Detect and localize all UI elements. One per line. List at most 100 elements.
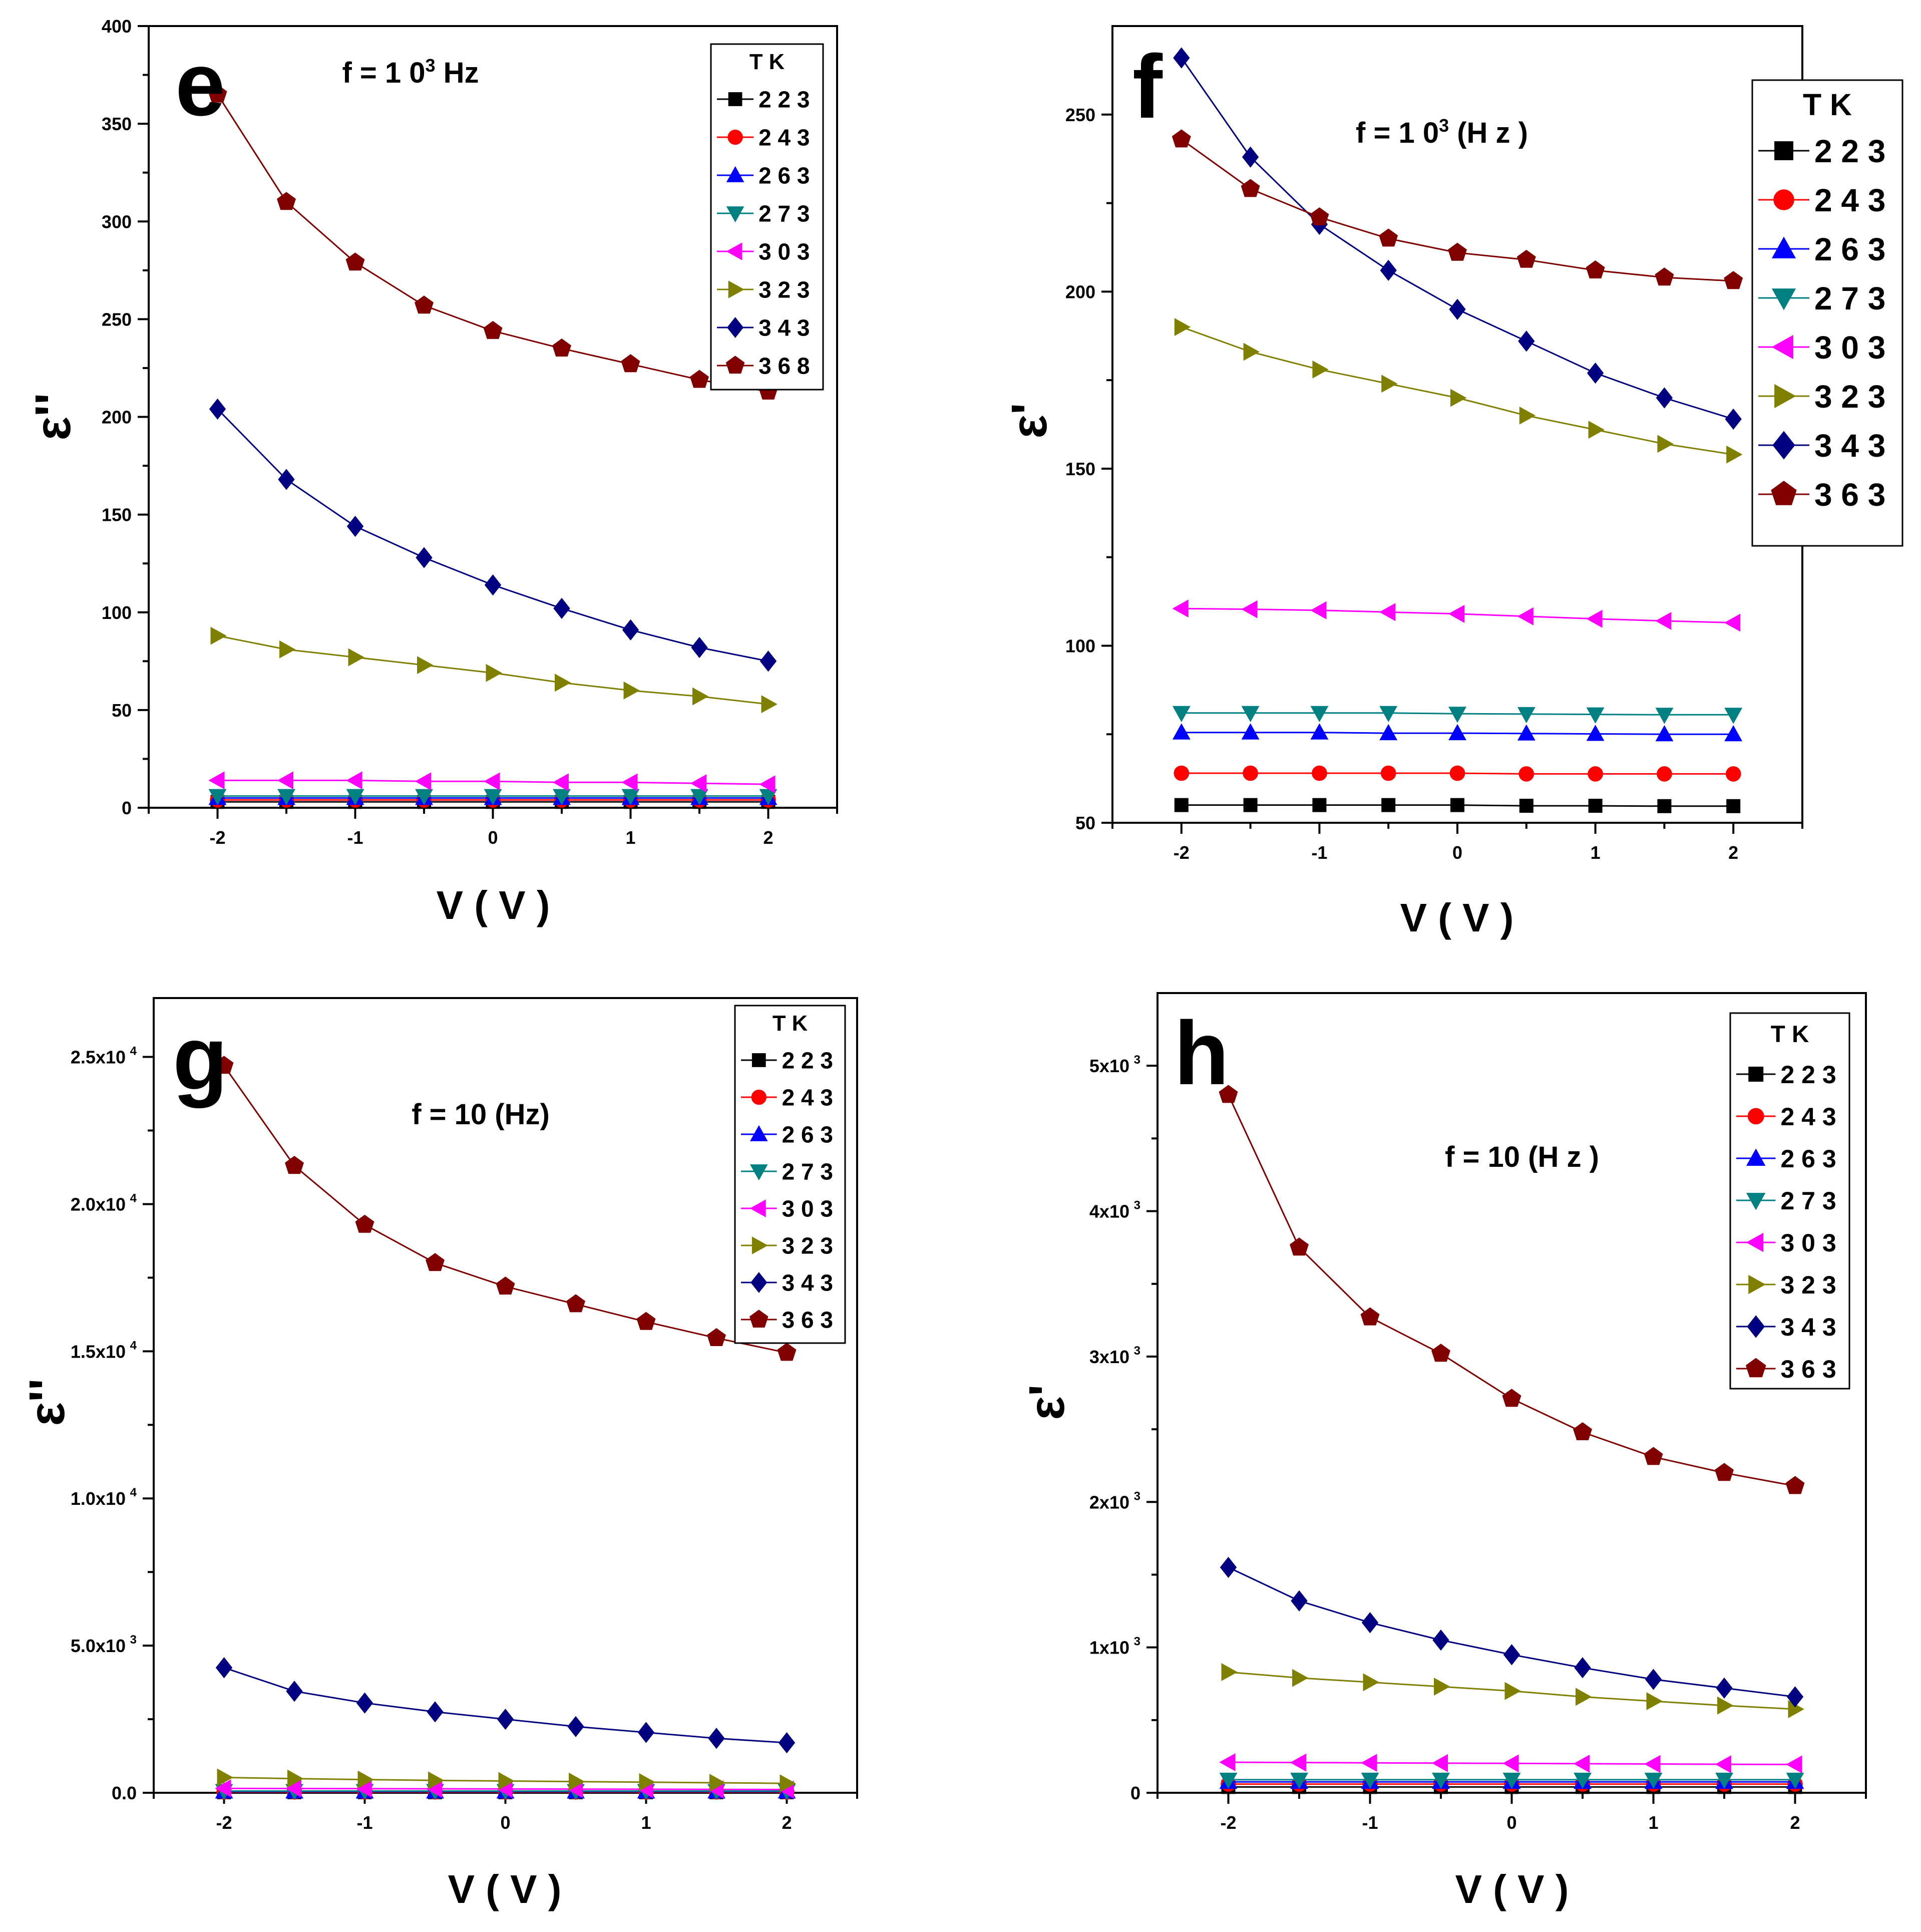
data-point	[1519, 406, 1536, 425]
x-tick-label: -2	[1220, 1812, 1236, 1833]
data-point	[1243, 765, 1258, 781]
data-point	[1312, 765, 1327, 781]
legend-title: T K	[1803, 88, 1852, 122]
data-point	[277, 771, 293, 790]
data-point	[415, 789, 434, 805]
legend-marker	[1771, 335, 1793, 360]
series-263	[1172, 723, 1743, 742]
data-point	[1586, 707, 1605, 724]
data-point	[1655, 612, 1672, 630]
data-point	[416, 547, 433, 568]
data-point	[1519, 799, 1533, 813]
x-tick-label: 2	[763, 827, 773, 848]
legend-marker	[1748, 1274, 1766, 1295]
y-tick-label: 50	[1075, 813, 1095, 833]
data-point	[1243, 798, 1258, 812]
data-point	[1724, 725, 1743, 742]
data-point	[415, 772, 431, 791]
data-point	[1588, 421, 1605, 439]
data-point	[1502, 1754, 1519, 1773]
legend-marker	[751, 1089, 766, 1105]
data-point	[1517, 607, 1533, 625]
data-point	[1502, 1772, 1521, 1789]
x-tick-label: -2	[216, 1812, 232, 1833]
data-point	[1241, 723, 1260, 740]
y-tick-label: 2.5x10	[71, 1047, 126, 1068]
legend-entry: 2 2 3	[1780, 1061, 1836, 1089]
legend-marker	[727, 317, 744, 338]
y-tick-label: 1.0x10	[71, 1488, 126, 1509]
legend-marker	[1745, 1358, 1766, 1378]
data-point	[1380, 765, 1396, 781]
data-point	[1715, 1772, 1734, 1789]
x-tick-label: 1	[625, 827, 635, 848]
data-point	[1646, 1692, 1663, 1710]
data-point	[777, 1343, 797, 1361]
data-point	[1657, 799, 1672, 813]
data-point	[1221, 1663, 1238, 1681]
data-point	[1220, 1556, 1237, 1578]
data-point	[1361, 1612, 1379, 1634]
data-point	[552, 773, 569, 792]
y-tick-label: 250	[102, 309, 132, 330]
legend-marker	[1746, 1232, 1764, 1252]
data-point	[1587, 362, 1604, 384]
y-tick-exponent: 3	[130, 1633, 137, 1647]
x-axis-label: V ( V )	[437, 883, 550, 927]
x-axis-label: V ( V )	[1455, 1867, 1569, 1911]
legend-marker	[1771, 236, 1796, 258]
legend-entry: 2 4 3	[1780, 1103, 1836, 1131]
y-tick-exponent: 3	[1134, 1489, 1140, 1503]
data-point	[1715, 1755, 1731, 1773]
data-point	[778, 1732, 796, 1754]
data-point	[1172, 599, 1189, 618]
y-tick-label: 5.0x10	[71, 1636, 126, 1656]
y-tick-exponent: 3	[1134, 1199, 1140, 1212]
data-point	[1241, 179, 1260, 197]
y-tick-label: 0	[122, 798, 132, 818]
series-273	[1219, 1772, 1804, 1789]
y-tick-label: 350	[102, 114, 132, 134]
series-368	[208, 84, 778, 400]
data-point	[1574, 1772, 1592, 1789]
y-tick-label: 5x10	[1089, 1056, 1129, 1076]
data-point	[1312, 798, 1327, 812]
data-point	[426, 1253, 445, 1271]
data-point	[1517, 707, 1535, 724]
legend-marker	[726, 206, 744, 223]
data-point	[1310, 601, 1327, 619]
data-point	[1586, 609, 1603, 628]
data-point	[484, 789, 502, 805]
data-point	[1448, 604, 1464, 623]
x-tick-label: -2	[1174, 842, 1190, 863]
y-tick-label: 250	[1065, 105, 1095, 125]
data-point	[417, 656, 434, 675]
data-point	[1379, 228, 1398, 247]
legend-marker	[727, 129, 743, 145]
data-point	[1503, 1644, 1520, 1666]
data-point	[486, 664, 502, 682]
legend-marker	[750, 1164, 768, 1181]
data-point	[1291, 1590, 1308, 1612]
legend-entry: 3 6 3	[782, 1307, 833, 1333]
y-tick-exponent: 3	[1134, 1053, 1140, 1067]
data-point	[1241, 600, 1258, 618]
data-point	[639, 1773, 655, 1791]
data-point	[1726, 445, 1743, 464]
legend-entry: 3 6 3	[1814, 477, 1885, 513]
legend-entry: 2 2 3	[1814, 133, 1885, 169]
chart-panel-e: -2 -1 0 1 2 0 50 100 150 200 250 300 350 400 e f = 1 03…	[25, 16, 838, 927]
y-tick-exponent: 3	[1134, 1344, 1140, 1358]
data-point	[1655, 725, 1674, 742]
data-point	[346, 515, 364, 537]
y-tick-label: 50	[112, 700, 132, 721]
data-point	[1290, 1753, 1306, 1772]
legend-entry: 3 4 3	[758, 315, 810, 341]
x-axis-label: V ( V )	[1400, 895, 1514, 940]
x-tick-label: -2	[209, 827, 225, 848]
data-point	[498, 1772, 515, 1790]
series-303	[1219, 1753, 1802, 1774]
y-tick-exponent: 4	[130, 1486, 137, 1499]
data-point	[1310, 706, 1329, 723]
data-point	[1172, 129, 1191, 148]
